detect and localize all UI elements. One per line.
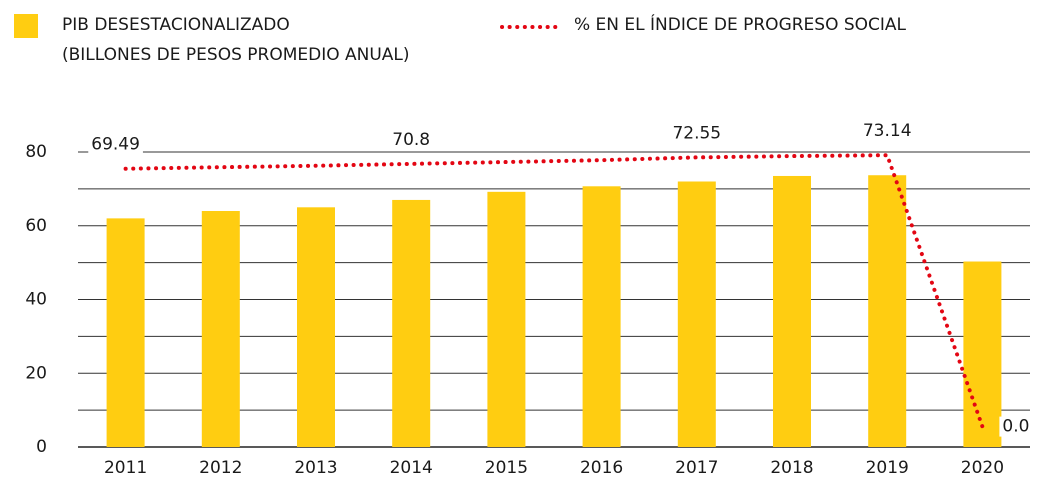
x-tick-label: 2016 (580, 458, 623, 478)
data-label: 0.0 (1002, 417, 1029, 437)
x-tick-label: 2013 (294, 458, 337, 478)
x-tick-label: 2020 (961, 458, 1004, 478)
x-tick-label: 2017 (675, 458, 718, 478)
x-tick-label: 2011 (104, 458, 147, 478)
bar (677, 181, 716, 447)
x-tick-label: 2019 (866, 458, 909, 478)
bar (582, 186, 621, 447)
y-tick-label: 0 (36, 437, 47, 457)
bar (773, 175, 811, 447)
legend-swatch (14, 14, 38, 38)
bar (392, 199, 431, 447)
y-tick-label: 40 (25, 290, 47, 310)
data-label: 72.55 (672, 123, 721, 143)
y-tick-label: 60 (25, 216, 47, 236)
legend-label: PIB DESESTACIONALIZADO (BILLONES DE PESOS… (62, 15, 410, 65)
x-tick-label: 2018 (770, 458, 813, 478)
data-label: 73.14 (863, 121, 912, 141)
legend-label: % EN EL ÍNDICE DE PROGRESO SOCIAL (574, 13, 907, 35)
y-tick-label: 20 (25, 363, 47, 383)
bar (963, 261, 1002, 447)
bar (201, 211, 240, 447)
data-label: 69.49 (91, 135, 140, 155)
bar (297, 207, 335, 447)
label-bg (669, 123, 725, 144)
line (123, 153, 985, 429)
bar (487, 191, 526, 447)
label-bg (389, 129, 434, 150)
label-bg (88, 134, 143, 155)
legend-line: (BILLONES DE PESOS PROMEDIO ANUAL) (62, 45, 410, 65)
y-tick-label: 80 (25, 142, 47, 162)
bar (868, 175, 907, 447)
legend-line: PIB DESESTACIONALIZADO (62, 15, 290, 35)
x-tick-label: 2015 (485, 458, 528, 478)
bar (106, 218, 145, 447)
label-bg (999, 416, 1033, 437)
x-tick-label: 2012 (199, 458, 242, 478)
label-bg (859, 121, 915, 142)
x-tick-label: 2014 (390, 458, 433, 478)
data-label: 70.8 (392, 130, 430, 150)
